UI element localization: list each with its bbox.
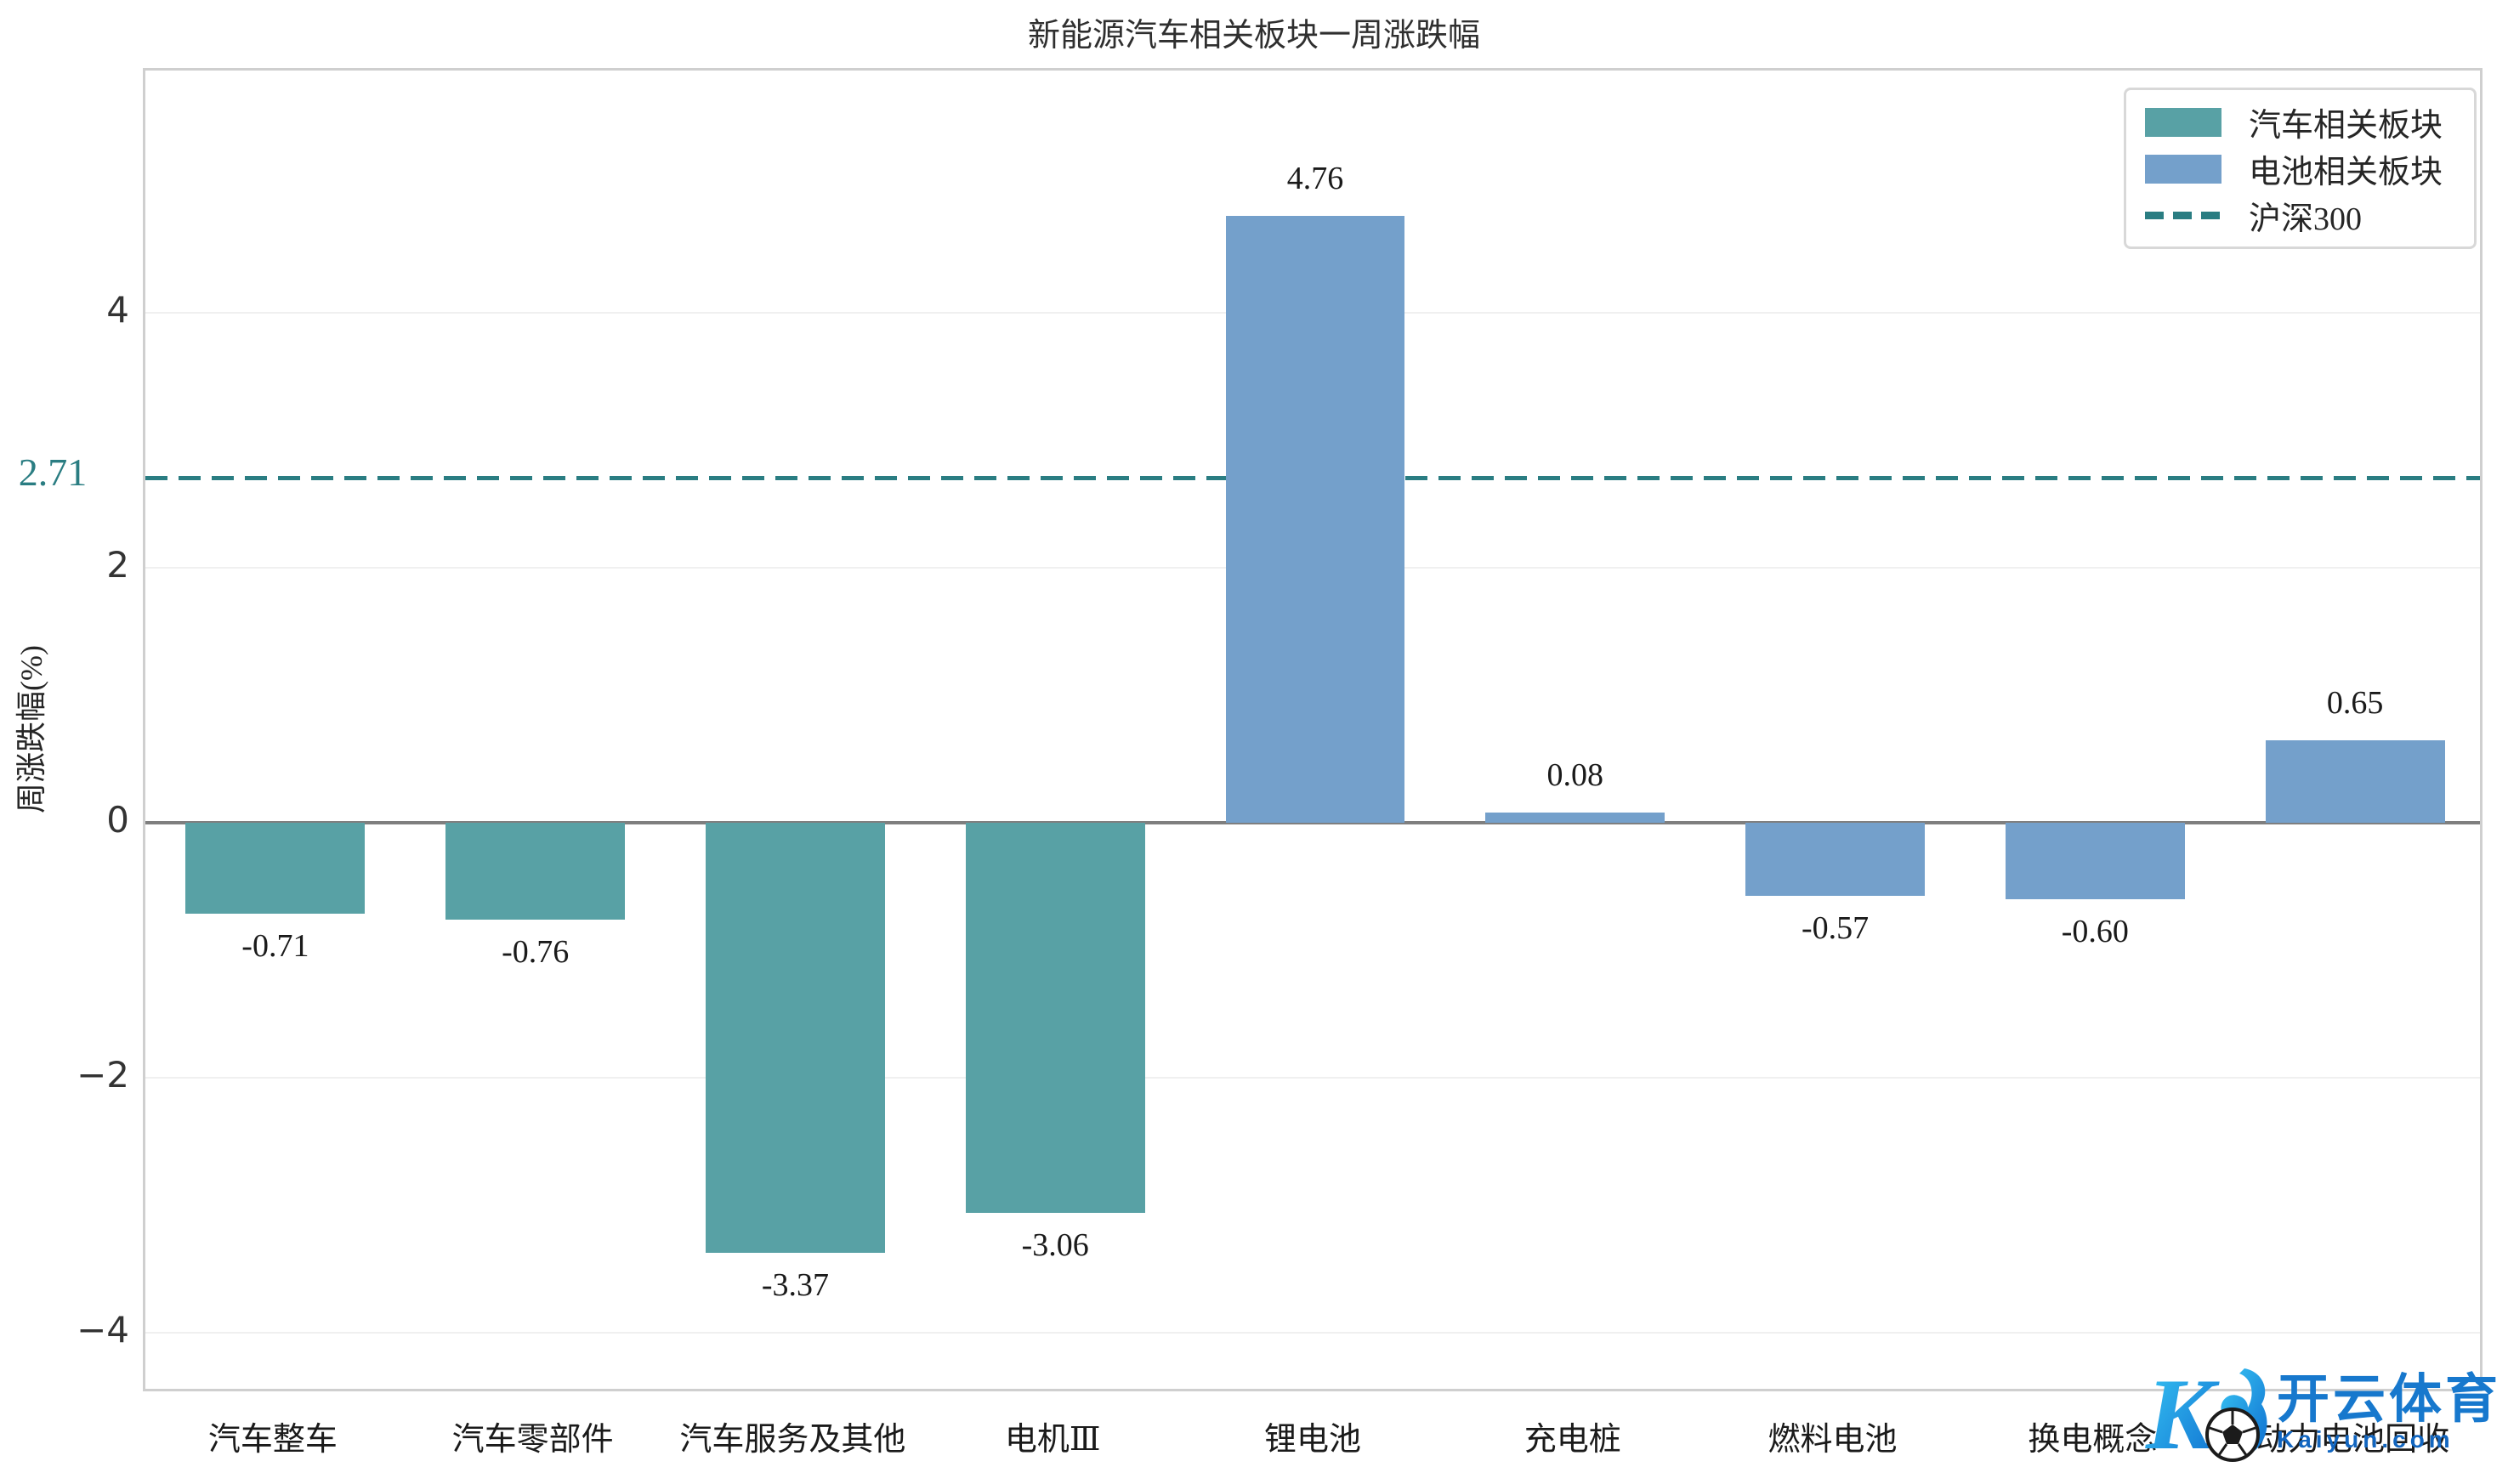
bar [705,823,885,1253]
y-tick-label: −2 [77,1054,129,1096]
x-tick-label: 汽车零部件 [451,1422,614,1458]
watermark: K 开云体育 Kaiyun.com [2144,1353,2501,1472]
bar-value-label: 4.76 [1286,161,1344,197]
gridline [145,1332,2480,1334]
bar [2005,823,2185,899]
bar-value-label: -0.57 [1801,909,1870,946]
x-tick-label: 换电概念 [2028,1422,2158,1458]
bar-value-label: -0.60 [2061,914,2129,949]
gridline [145,1077,2480,1079]
legend-label: 沪深300 [2249,201,2363,237]
legend-swatch-battery-icon [2145,154,2221,184]
reference-line-value-label: 2.71 [18,450,88,494]
x-tick-label: 汽车服务及其他 [679,1422,906,1458]
x-axis-labels: 汽车整车 汽车零部件 汽车服务及其他 电机Ⅲ 锂电池 充电桩 燃料电池 换电概念 动力电池回收 [143,1413,2482,1472]
bar [1485,813,1665,823]
svg-text:K: K [2145,1357,2220,1470]
x-tick-label: 动力电池回收 [2255,1422,2450,1458]
legend-label: 汽车相关板块 [2249,108,2443,144]
legend-dash-line-icon [2145,212,2221,219]
kaiyun-logo-icon: K [2145,1357,2267,1470]
y-tick-label: 4 [106,289,129,331]
legend-item-auto-sectors: 汽车相关板块 [2145,99,2455,145]
legend-label: 电池相关板块 [2249,155,2443,190]
bar-value-label: -0.71 [241,927,309,964]
x-tick-label: 锂电池 [1263,1422,1361,1458]
zero-axis-line [145,821,2480,824]
bar-value-label: 0.65 [2326,684,2384,721]
y-tick-label: 0 [106,799,129,841]
bar-value-label: -3.37 [761,1266,830,1303]
y-tick-label: 2 [106,544,129,586]
bar [2265,739,2445,823]
legend: 汽车相关板块 电池相关板块 沪深300 [2124,88,2477,249]
legend-swatch-auto-icon [2145,107,2221,137]
watermark-brand-text: 开云体育 [2276,1370,2501,1429]
y-axis-title: 周涨跌幅(%) [14,645,48,813]
bar [965,823,1145,1213]
bar-value-label: 0.08 [1546,757,1604,794]
bar-value-label: -3.06 [1021,1227,1089,1263]
x-tick-label: 充电桩 [1524,1422,1621,1458]
bar [1745,823,1926,896]
x-tick-label: 燃料电池 [1768,1422,1898,1458]
chart-title: 新能源汽车相关板块一周涨跌幅 [1027,18,1480,54]
x-tick-label: 汽车整车 [207,1422,338,1458]
watermark-domain-text: Kaiyun.com [2276,1426,2454,1453]
legend-item-csi300: 沪深300 [2145,192,2455,239]
bar-value-label: -0.76 [502,934,570,970]
bar [445,823,626,920]
x-tick-label: 电机Ⅲ [1004,1422,1101,1458]
bar [185,823,366,914]
legend-item-battery-sectors: 电池相关板块 [2145,145,2455,192]
y-tick-label: −4 [77,1309,129,1351]
plot-area: -0.71 -0.76 -3.37 -3.06 4.76 0.08 -0.57 -0.60 0.… [143,68,2482,1391]
bar [1225,216,1405,823]
